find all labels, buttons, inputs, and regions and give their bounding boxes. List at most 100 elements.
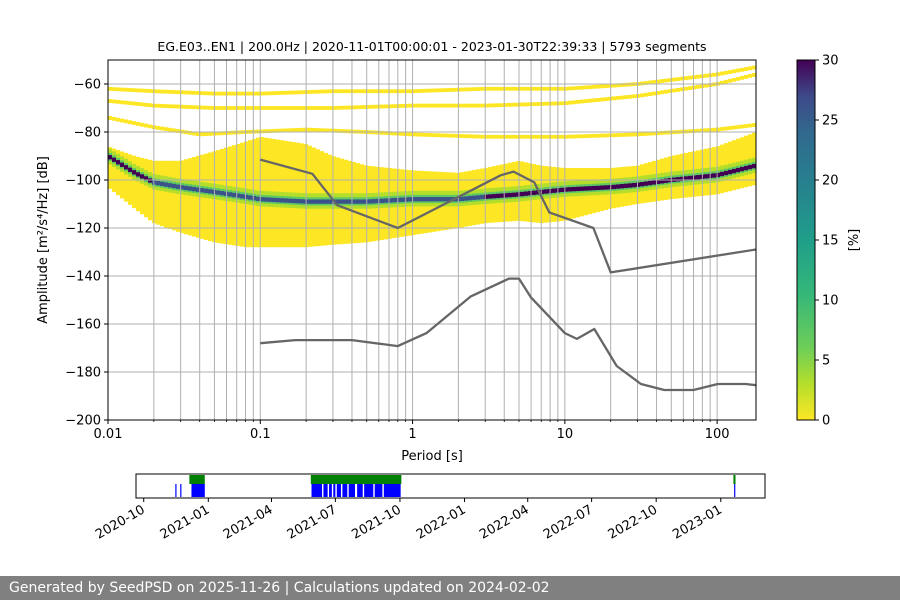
upper-line-cell-2 — [232, 106, 236, 110]
upper-line-cell-2 — [572, 100, 576, 105]
upper-line-cell-1 — [652, 80, 656, 84]
density-mode-cell — [500, 193, 504, 198]
density-mode-cell — [684, 176, 688, 181]
upper-line-cell-2 — [420, 103, 424, 108]
upper-line-cell-3 — [552, 134, 556, 139]
upper-line-cell-2 — [340, 105, 344, 110]
date-axis-ticks: 2020-10 2021-01 2021-04 2021-07 2021-10 2022-… — [93, 498, 725, 543]
density-mode-cell — [240, 194, 244, 199]
density-mode-cell — [732, 168, 736, 174]
upper-line-cell-2 — [740, 75, 744, 80]
upper-line-cell-3 — [580, 134, 584, 139]
upper-line-cell-1 — [328, 89, 332, 94]
density-mode-cell — [420, 197, 424, 202]
colorbar-tick-label: 30 — [822, 54, 839, 69]
upper-line-cell-3 — [500, 134, 504, 139]
upper-line-cell-2 — [640, 93, 644, 98]
upper-line-cell-3 — [476, 134, 480, 139]
density-mode-cell — [336, 199, 340, 204]
upper-line-cell-3 — [684, 129, 688, 134]
density-mode-cell — [136, 172, 140, 177]
density-mode-cell — [440, 197, 444, 202]
upper-line-cell-1 — [392, 89, 396, 94]
upper-line-cell-3 — [200, 132, 204, 137]
density-mode-cell — [344, 199, 348, 204]
upper-line-cell-2 — [272, 106, 276, 110]
upper-line-cell-2 — [628, 94, 632, 99]
density-mode-cell — [192, 186, 196, 192]
availability-data-segment — [336, 484, 341, 497]
upper-line-cell-1 — [192, 90, 196, 95]
upper-line-cell-1 — [132, 88, 136, 93]
upper-line-cell-1 — [724, 70, 728, 75]
upper-line-cell-3 — [524, 134, 528, 139]
upper-line-cell-1 — [588, 85, 592, 90]
upper-line-cell-1 — [444, 88, 448, 93]
density-band-cell — [180, 160, 184, 234]
availability-data-segment — [333, 484, 336, 497]
density-mode-cell — [724, 170, 728, 176]
upper-line-cell-2 — [192, 105, 196, 110]
upper-line-cell-1 — [196, 91, 200, 95]
density-mode-cell — [696, 175, 700, 180]
upper-line-cell-3 — [288, 128, 292, 133]
upper-line-cell-2 — [196, 105, 200, 110]
density-mode-cell — [680, 176, 684, 182]
upper-line-cell-3 — [144, 123, 148, 128]
upper-line-cell-3 — [728, 126, 732, 130]
density-mode-cell — [516, 192, 520, 197]
upper-line-cell-2 — [752, 72, 756, 77]
upper-line-cell-3 — [604, 133, 608, 138]
upper-line-cell-1 — [200, 91, 204, 96]
density-mode-cell — [552, 188, 556, 193]
upper-line-cell-1 — [260, 91, 264, 96]
upper-line-cell-1 — [740, 67, 744, 72]
density-band-cell — [164, 160, 168, 228]
density-mode-cell — [376, 198, 380, 204]
upper-line-cell-1 — [128, 88, 132, 92]
upper-line-cell-1 — [752, 65, 756, 70]
density-mode-cell — [252, 196, 256, 201]
footer-generated-prefix: Generated by SeedPSD on — [9, 580, 195, 596]
upper-line-cell-1 — [336, 89, 340, 94]
upper-line-cell-2 — [388, 104, 392, 109]
upper-line-cell-1 — [560, 86, 564, 91]
date-tick-label: 2020-10 — [93, 502, 148, 542]
footer-generated-date: 2025-11-26 — [198, 580, 281, 596]
density-mode-cell — [288, 198, 292, 203]
density-mode-cell — [368, 199, 372, 204]
upper-line-cell-1 — [148, 89, 152, 93]
upper-line-cell-1 — [208, 91, 212, 96]
density-mode-cell — [472, 195, 476, 200]
plot-area — [108, 60, 756, 420]
upper-line-cell-3 — [644, 131, 648, 136]
upper-line-cell-1 — [660, 79, 664, 83]
upper-line-cell-2 — [248, 106, 252, 110]
upper-line-cell-2 — [480, 103, 484, 108]
upper-line-cell-1 — [668, 78, 672, 83]
density-mode-cell — [424, 197, 428, 202]
upper-line-cell-1 — [672, 77, 676, 82]
upper-line-cell-3 — [108, 116, 112, 120]
upper-line-cell-2 — [664, 89, 668, 94]
colorbar-tick-label: 0 — [822, 414, 830, 429]
upper-line-cell-3 — [508, 134, 512, 139]
density-band-cell — [176, 160, 180, 232]
noise-models — [259, 158, 756, 392]
upper-line-cell-2 — [608, 96, 612, 101]
y-tick-label: −140 — [65, 270, 101, 285]
density-band-cell — [140, 157, 144, 215]
upper-line-cell-2 — [328, 106, 332, 110]
upper-line-cell-2 — [416, 103, 420, 108]
y-tick-label: −160 — [65, 318, 101, 333]
upper-line-cell-3 — [376, 130, 380, 135]
upper-line-cell-2 — [432, 103, 436, 108]
upper-line-cell-1 — [468, 87, 472, 92]
upper-line-cell-2 — [500, 103, 504, 108]
y-tick-label: −200 — [65, 414, 101, 429]
upper-line-cell-3 — [156, 125, 160, 130]
upper-line-cell-1 — [312, 89, 316, 94]
upper-line-cell-2 — [352, 105, 356, 110]
density-mode-cell — [356, 199, 360, 204]
upper-line-cell-1 — [364, 89, 368, 94]
